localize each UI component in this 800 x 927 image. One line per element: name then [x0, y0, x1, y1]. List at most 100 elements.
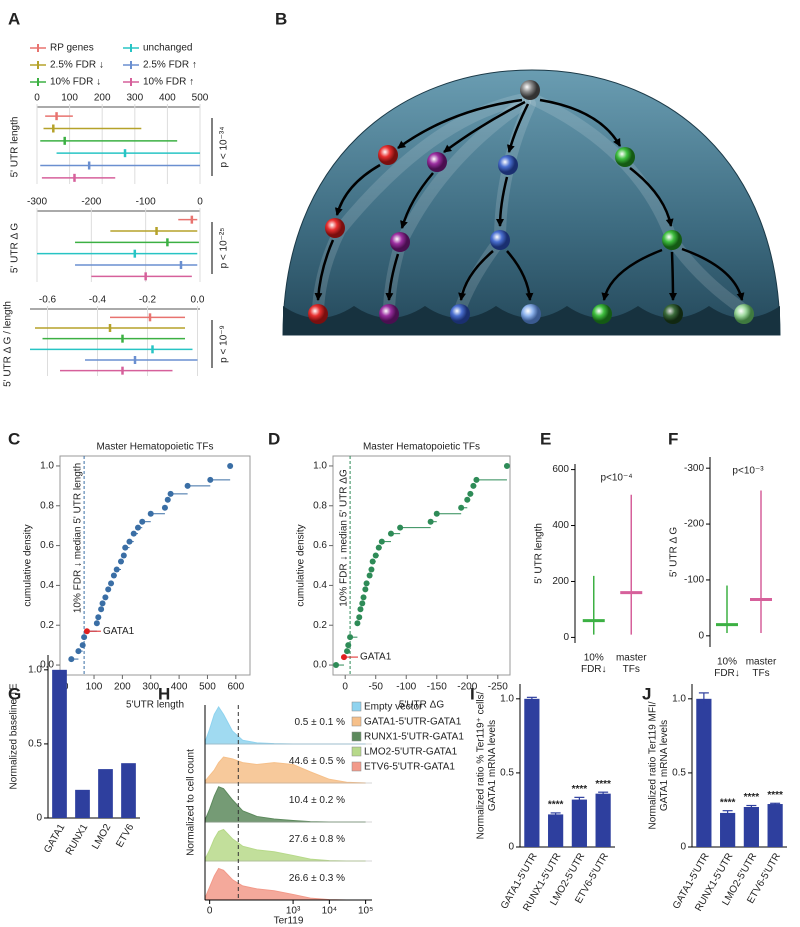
- panel-label: A: [8, 9, 20, 28]
- plot-frame: [332, 455, 511, 676]
- legend-label: RP genes: [50, 43, 94, 54]
- point: [167, 490, 174, 497]
- bar: [98, 769, 113, 818]
- point: [117, 558, 124, 565]
- point: [340, 654, 347, 661]
- legend-swatch: [351, 716, 362, 727]
- y-axis-title: Normalized ratio % Ter119⁺ cells/GATA1 m…: [475, 691, 498, 839]
- bar: [52, 669, 67, 818]
- point: [81, 634, 88, 641]
- chart-title: Master Hematopoietic TFs: [363, 442, 480, 453]
- y-tick-label: 1.0: [40, 461, 54, 472]
- panel-label: J: [642, 684, 651, 703]
- chart-title: Master Hematopoietic TFs: [96, 442, 213, 453]
- p-value: p<10⁻³: [732, 466, 764, 477]
- x-tick-label: 300: [126, 93, 143, 104]
- significance-label: ****: [720, 797, 736, 808]
- reference-label: 10% FDR ↓ median 5' UTR length: [73, 463, 84, 613]
- x-tick-label: 0: [197, 197, 203, 208]
- y-tick-label: 0.6: [313, 540, 327, 551]
- bar: [743, 806, 759, 847]
- bar: [571, 799, 587, 847]
- x-tick-label: 10% FDR↓: [581, 652, 607, 675]
- y-tick-label: 0.5: [500, 768, 514, 779]
- point: [113, 566, 120, 573]
- significance-label: ****: [767, 790, 783, 801]
- x-tick-label: 0: [207, 906, 213, 917]
- y-tick-label: 0.5: [672, 768, 686, 779]
- point: [102, 594, 109, 601]
- point: [333, 662, 340, 669]
- legend-label: RUNX1-5'UTR-GATA1: [364, 732, 464, 743]
- point: [105, 586, 112, 593]
- point: [79, 642, 86, 649]
- x-tick-label: 500: [192, 93, 209, 104]
- y-tick-label: 0.5: [28, 739, 42, 750]
- bar: [121, 763, 136, 818]
- y-axis-title: 5' UTR Δ G / length: [3, 301, 14, 387]
- p-value: p < 10⁻³⁴: [219, 127, 230, 168]
- point: [147, 510, 154, 517]
- point: [345, 642, 352, 649]
- x-tick-label: 0.0: [191, 295, 205, 306]
- panel-label: D: [268, 429, 280, 448]
- x-tick-label: 300: [142, 682, 159, 693]
- point: [360, 594, 367, 601]
- y-tick-label: 0.2: [40, 620, 54, 631]
- percent-label: 27.6 ± 0.8 %: [289, 834, 345, 845]
- x-tick-label: 10⁵: [358, 906, 373, 917]
- legend-swatch: [351, 761, 362, 772]
- point: [427, 518, 434, 525]
- point: [134, 524, 141, 531]
- y-tick-label: 1.0: [28, 664, 42, 675]
- legend-label: Empty vector: [364, 702, 423, 713]
- x-tick-label: master TFs: [616, 652, 647, 675]
- y-tick-label: 200: [552, 576, 569, 587]
- panel-label: E: [540, 429, 551, 448]
- x-axis-title: Ter119: [274, 916, 304, 927]
- panel-label: C: [8, 429, 20, 448]
- y-axis-title: Normalized baseline TE: [9, 683, 20, 789]
- point: [362, 586, 369, 593]
- y-tick-label: -200: [684, 519, 704, 530]
- panel-label: F: [668, 429, 678, 448]
- point: [473, 476, 480, 483]
- x-tick-label: -50: [368, 682, 383, 693]
- y-tick-label: -300: [684, 463, 704, 474]
- significance-label: ****: [744, 792, 760, 803]
- bar: [524, 698, 540, 847]
- x-tick-label: 500: [199, 682, 216, 693]
- point: [397, 524, 404, 531]
- x-tick-label: -0.6: [39, 295, 57, 306]
- point: [369, 558, 376, 565]
- point: [161, 504, 168, 511]
- x-tick-label: 200: [94, 93, 111, 104]
- p-value: p<10⁻⁴: [600, 473, 632, 484]
- y-tick-label: 600: [552, 464, 569, 475]
- x-tick-label: -0.2: [139, 295, 157, 306]
- density-ridge: [204, 756, 366, 784]
- x-tick-label: ETV6: [114, 822, 136, 850]
- point: [458, 504, 465, 511]
- point: [375, 544, 382, 551]
- panel-label: H: [158, 684, 170, 703]
- x-tick-label: RUNX1: [64, 822, 91, 857]
- y-tick-label: 1.0: [672, 693, 686, 704]
- point: [363, 580, 370, 587]
- point: [139, 518, 146, 525]
- point: [83, 628, 90, 635]
- percent-label: 0.5 ± 0.1 %: [294, 717, 345, 728]
- plot-frame: [59, 455, 251, 676]
- point: [207, 476, 214, 483]
- x-tick-label: -0.4: [89, 295, 107, 306]
- annotation: GATA1: [103, 626, 135, 637]
- x-axis-title: 5'UTR ΔG: [399, 700, 444, 711]
- y-tick-label: 0.0: [40, 660, 54, 671]
- point: [122, 544, 129, 551]
- x-tick-label: -250: [488, 682, 508, 693]
- x-tick-label: 10% FDR↓: [714, 656, 740, 679]
- bar: [595, 793, 611, 847]
- x-tick-label: 600: [227, 682, 244, 693]
- legend-label: ETV6-5'UTR-GATA1: [364, 762, 455, 773]
